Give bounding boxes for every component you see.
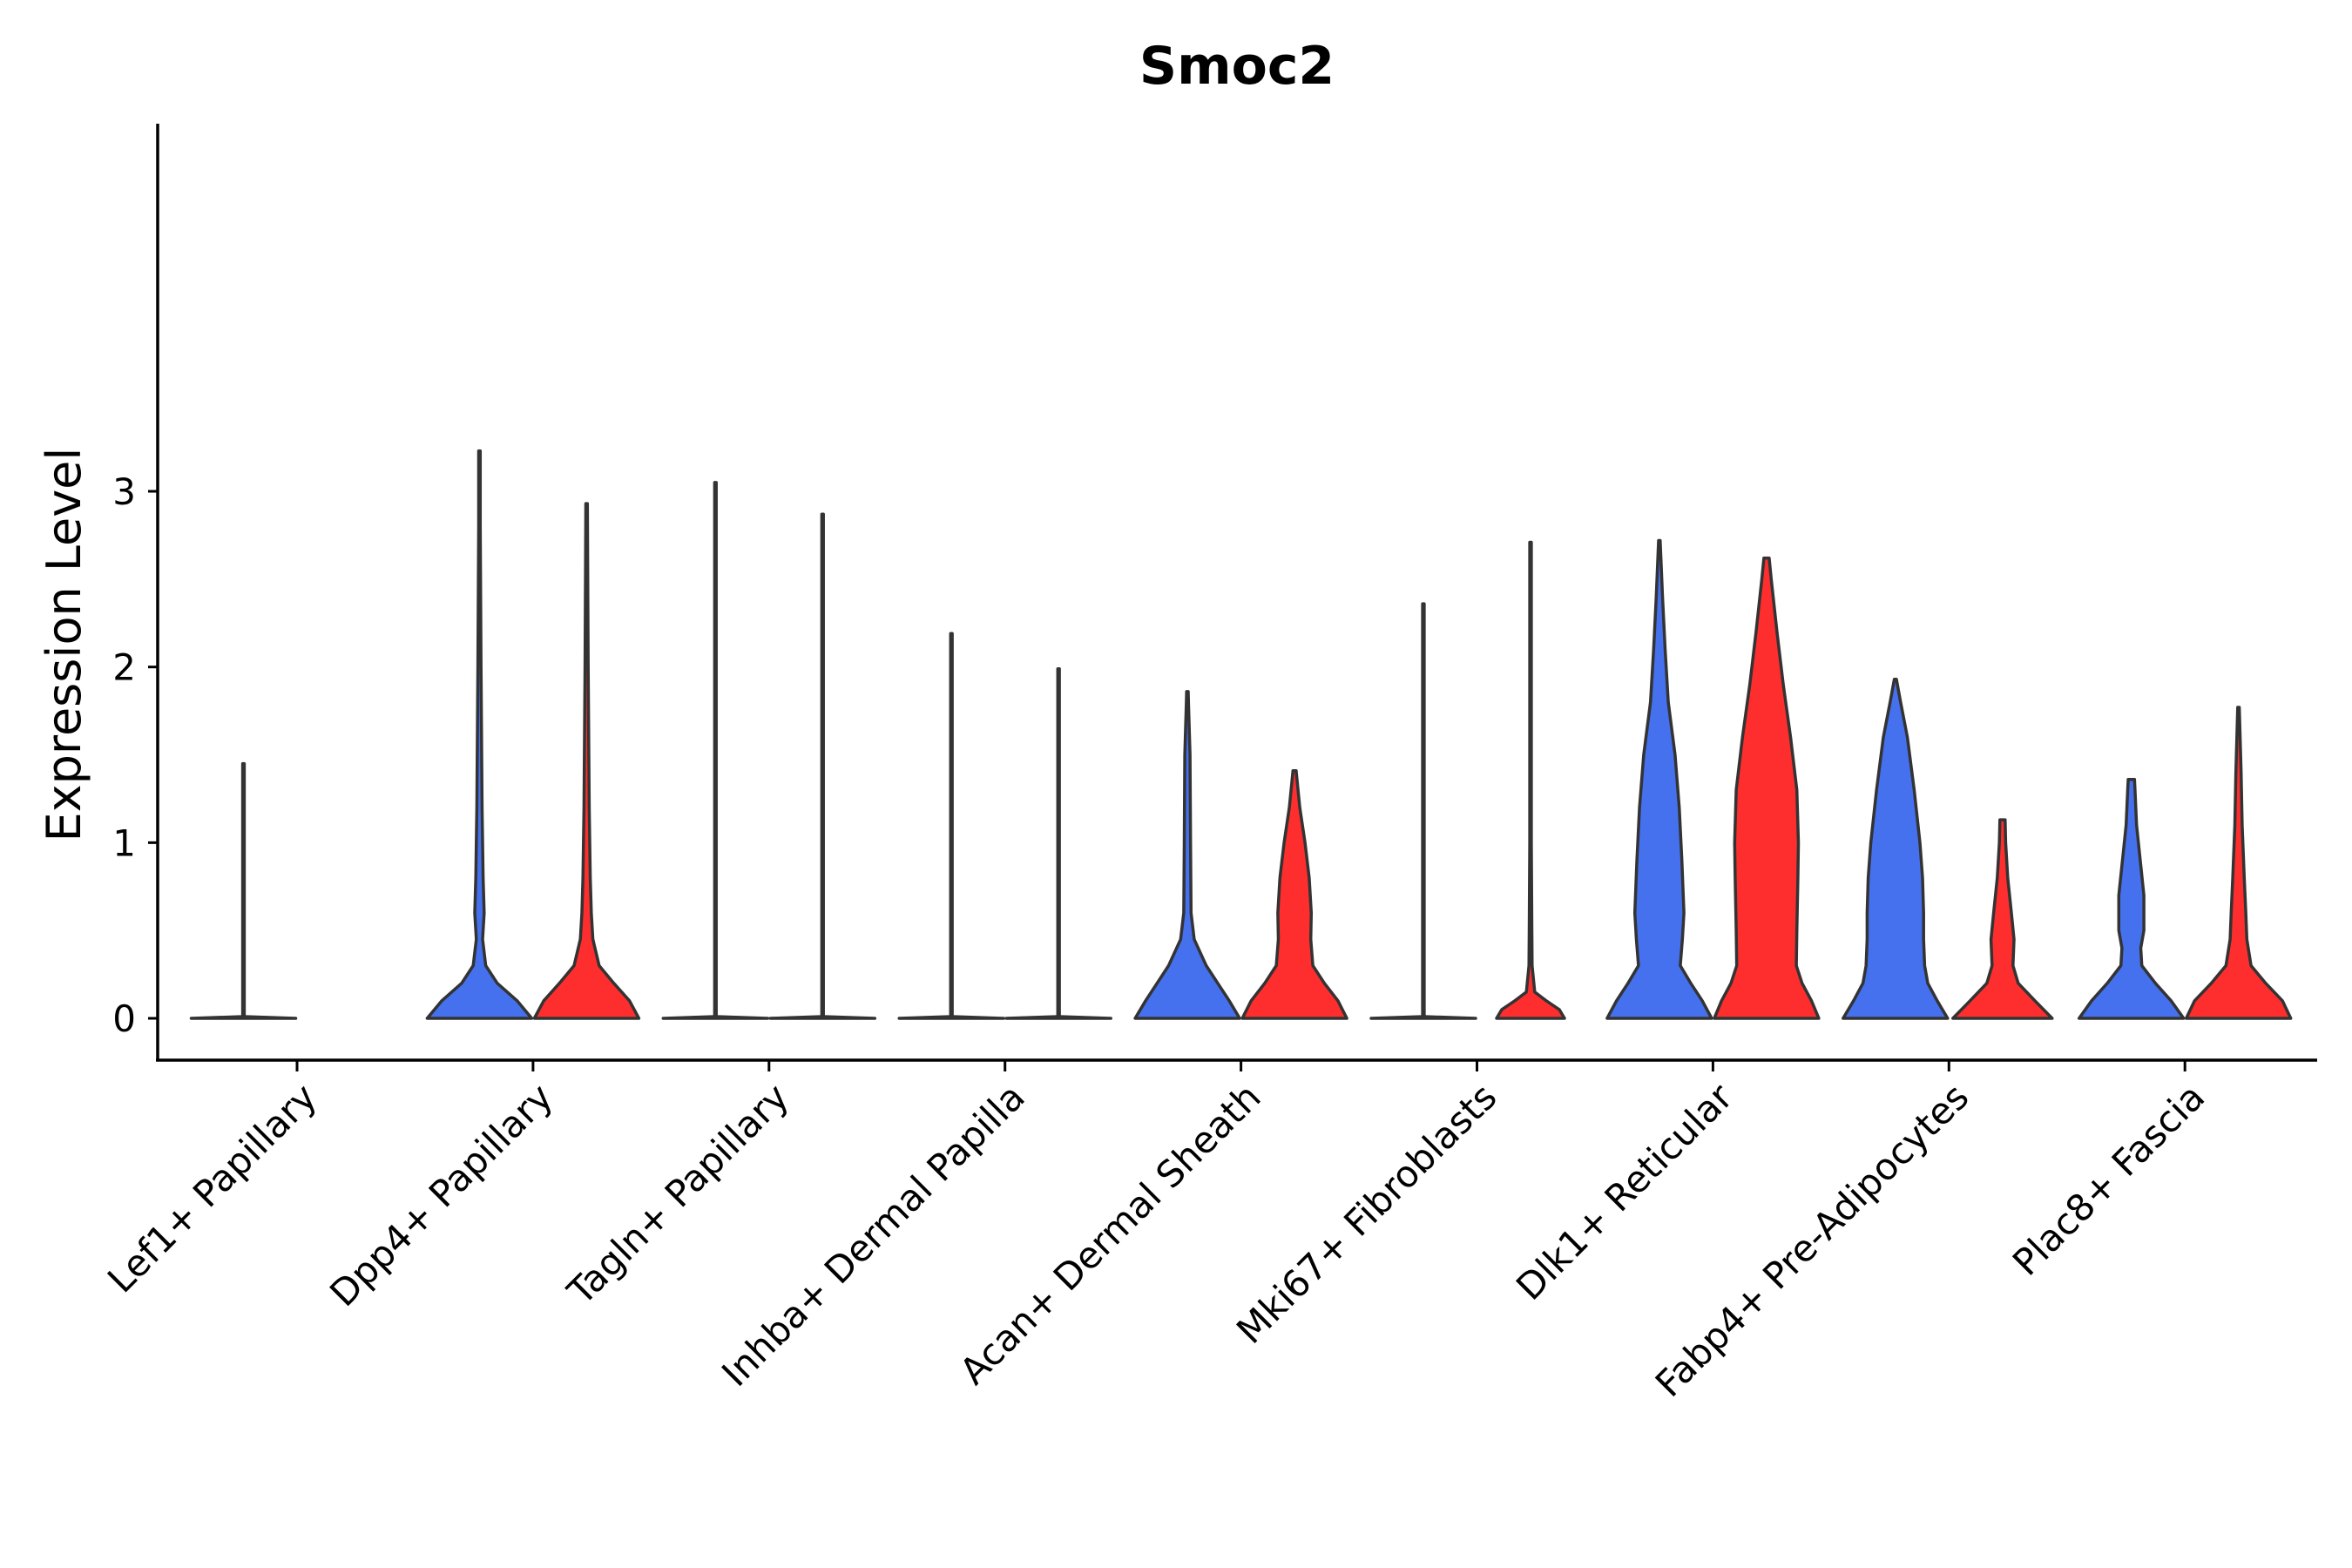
violins-layer <box>189 449 2293 1020</box>
y-tick-label: 3 <box>112 470 136 513</box>
violin-blue-8 <box>1842 678 1950 1020</box>
violin-red-3 <box>768 512 877 1020</box>
violin-blue-5 <box>1133 690 1241 1020</box>
y-tick-label: 0 <box>112 997 136 1040</box>
violin-blue-2 <box>425 449 534 1020</box>
y-tick-label: 1 <box>112 821 136 864</box>
violin-red-6 <box>1495 540 1566 1020</box>
x-tick-label: Mki67+ Fibroblasts <box>1228 1075 1504 1351</box>
violin-red-9 <box>2184 706 2293 1020</box>
violin-red-8 <box>1951 818 2054 1020</box>
violin-blue-7 <box>1605 538 1713 1020</box>
x-tick-label: Dpp4+ Papillary <box>321 1075 561 1315</box>
violin-blue-1 <box>189 761 298 1020</box>
x-tick-label: Dlk1+ Reticular <box>1508 1075 1741 1308</box>
violin-red-5 <box>1240 768 1348 1020</box>
violin-red-2 <box>532 502 641 1020</box>
y-tick-label: 2 <box>112 646 136 689</box>
x-tick-label: Tagln+ Papillary <box>558 1075 796 1313</box>
chart-title: Smoc2 <box>1139 36 1335 97</box>
violin-blue-4 <box>897 632 1005 1020</box>
violin-red-4 <box>1004 666 1112 1020</box>
violin-blue-6 <box>1369 602 1477 1020</box>
violin-blue-3 <box>661 481 770 1020</box>
x-tick-label: Lef1+ Papillary <box>99 1075 325 1301</box>
x-tick-label: Plac8+ Fascia <box>2004 1075 2213 1283</box>
y-axis-label: Expression Level <box>37 448 91 842</box>
violin-blue-9 <box>2077 777 2186 1020</box>
y-axis-ticks: 0 1 2 3 <box>112 470 158 1040</box>
violin-red-7 <box>1713 556 1821 1020</box>
